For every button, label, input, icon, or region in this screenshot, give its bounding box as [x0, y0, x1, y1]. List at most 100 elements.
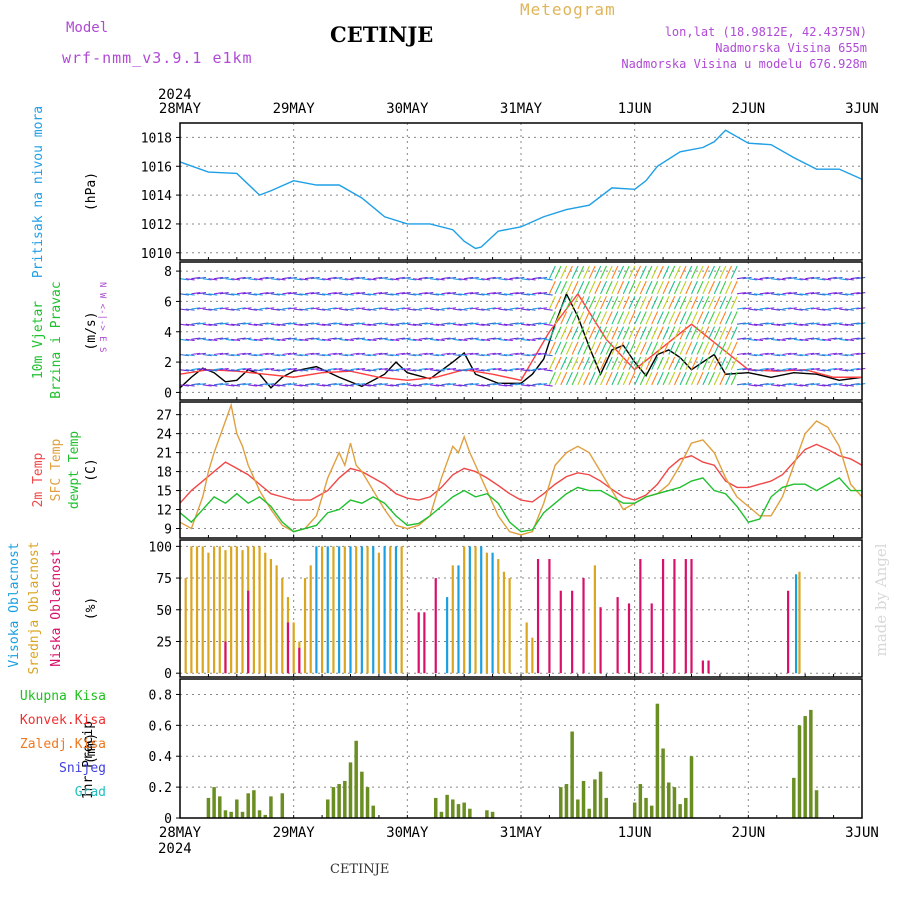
wind-barb: [583, 341, 590, 355]
bar-mark: [576, 799, 580, 818]
wind-barb: [486, 337, 496, 340]
wind-barb: [628, 280, 636, 295]
wind-barb: [708, 265, 715, 279]
wind-barb: [645, 341, 653, 355]
wind-barb: [691, 371, 698, 386]
wind-barb: [344, 338, 354, 342]
wind-barb: [628, 326, 636, 340]
wind-barb: [350, 276, 360, 280]
wind-barb: [833, 383, 843, 386]
wind-barb: [605, 296, 613, 310]
wind-barb: [662, 326, 670, 340]
wind-barb: [668, 326, 676, 340]
wind-barb: [850, 383, 860, 386]
y-tick-label: 12: [156, 504, 172, 519]
wind-barb: [839, 384, 849, 387]
bar-mark: [355, 546, 358, 674]
bar-mark: [247, 590, 250, 674]
wind-barb: [588, 356, 596, 370]
wind-barb: [713, 371, 721, 386]
bar-mark: [258, 546, 261, 674]
wind-barb: [770, 338, 781, 342]
wind-barb: [554, 356, 562, 370]
wind-barb: [765, 367, 775, 371]
wind-barb: [202, 308, 212, 311]
wind-barb: [600, 296, 607, 310]
wind-barb: [725, 296, 733, 310]
wind-barb: [679, 356, 687, 370]
wind-barb: [475, 323, 485, 326]
y-tick-label: 15: [156, 485, 172, 500]
wind-barb: [299, 278, 309, 281]
bar-mark: [439, 811, 444, 818]
bar-mark: [235, 799, 239, 818]
y-tick-label: 4: [164, 326, 172, 341]
wind-barb: [322, 338, 332, 342]
wind-barb: [390, 293, 400, 296]
wind-barb: [469, 337, 479, 340]
unit-label: (hPa): [84, 172, 99, 211]
wind-barb: [503, 353, 513, 357]
dewpt-axis-label: dewpt Temp: [67, 431, 82, 509]
wind-barb: [560, 371, 568, 386]
wind-barb: [225, 278, 235, 281]
wind-barb: [270, 308, 280, 311]
wind-barb: [662, 371, 670, 386]
wind-barb: [407, 338, 417, 342]
wind-barb: [361, 338, 371, 342]
wind-barb: [594, 326, 602, 340]
wind-barb: [509, 307, 519, 310]
wind-barb: [458, 278, 468, 281]
wind-barb: [748, 353, 758, 357]
wind-barb: [634, 280, 642, 295]
wind-barb: [685, 280, 693, 295]
wind-barb: [339, 384, 349, 387]
wind-barb: [588, 280, 596, 295]
wind-barb: [452, 293, 462, 296]
bar-mark: [343, 780, 347, 818]
wind-barb: [668, 280, 676, 295]
y-tick-label: 2: [164, 356, 172, 371]
wind-barb: [236, 307, 246, 310]
wind-barb: [565, 371, 573, 386]
bar-mark: [673, 559, 676, 674]
wind-barb: [753, 278, 764, 281]
wind-barb: [822, 384, 832, 387]
wind-barb: [696, 280, 704, 295]
wind-barb: [464, 307, 474, 310]
wind-barb: [304, 367, 315, 371]
wind-barb: [293, 323, 303, 326]
wind-barb: [565, 311, 573, 325]
year-label-top: 2024: [158, 87, 192, 103]
wind-barb: [548, 371, 556, 386]
wind-barb: [548, 311, 556, 325]
wind-barb: [327, 367, 337, 371]
wind-barb: [532, 322, 542, 325]
wind-barb: [515, 367, 525, 371]
wind-barb: [265, 307, 275, 310]
wind-barb: [304, 292, 315, 295]
bar-mark: [326, 546, 329, 674]
wind-barb: [588, 341, 596, 355]
bar-mark: [707, 660, 710, 674]
wind-barb: [322, 384, 332, 387]
wind-barb: [185, 278, 195, 281]
wind-barb: [822, 323, 832, 326]
wind-barb: [730, 265, 738, 279]
wind-barb: [679, 311, 687, 325]
wind-barb: [208, 293, 218, 296]
altitude-label: Nadmorska Visina 655m: [715, 41, 867, 55]
bar-mark: [377, 552, 381, 674]
wind-barb: [844, 369, 854, 372]
wind-barb: [748, 278, 758, 281]
wind-barb: [713, 341, 721, 355]
wind-barb: [265, 322, 275, 325]
wind-barb: [548, 265, 556, 279]
wind-barb: [782, 352, 792, 356]
wind-barb: [702, 280, 710, 295]
wind-barb: [776, 293, 786, 296]
wind-barb: [509, 276, 519, 280]
wind-barb: [583, 356, 590, 370]
wind-barb: [634, 296, 642, 310]
wind-barb: [765, 292, 775, 295]
